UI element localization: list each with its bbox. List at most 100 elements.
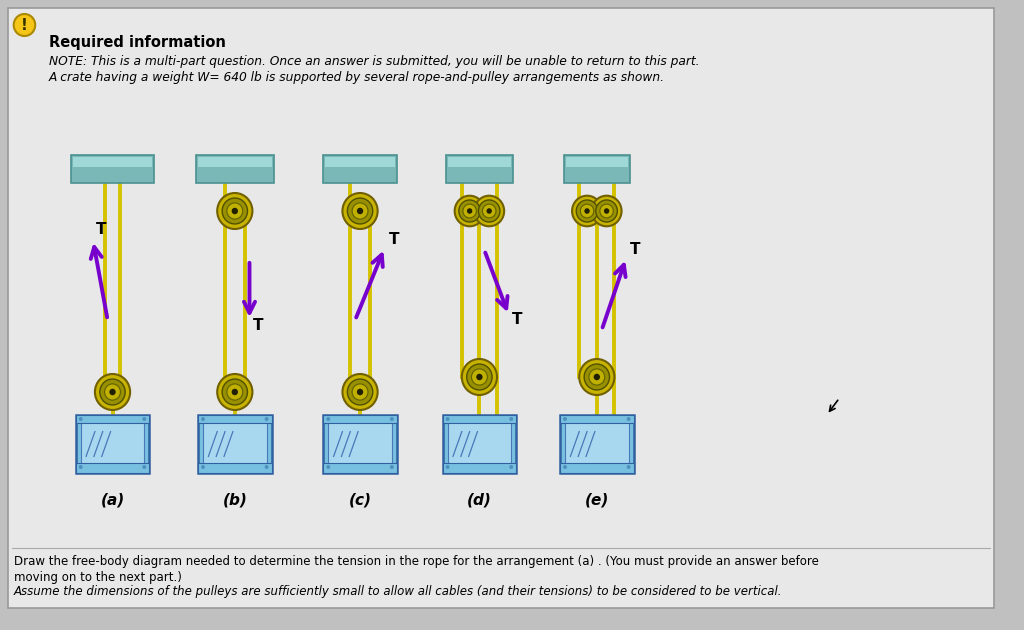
- Bar: [230, 394, 240, 406]
- Circle shape: [596, 200, 617, 222]
- Bar: [198, 157, 272, 167]
- Circle shape: [580, 359, 614, 395]
- Bar: [592, 379, 602, 391]
- Bar: [76, 415, 150, 473]
- Bar: [198, 415, 271, 423]
- Bar: [442, 415, 516, 423]
- Circle shape: [471, 369, 487, 385]
- Circle shape: [445, 417, 450, 421]
- Text: (c): (c): [348, 493, 372, 508]
- Bar: [355, 394, 365, 406]
- Circle shape: [563, 465, 567, 469]
- Circle shape: [327, 465, 330, 469]
- Text: Draw the free-body diagram needed to determine the tension in the rope for the a: Draw the free-body diagram needed to det…: [13, 556, 818, 568]
- Bar: [81, 420, 144, 468]
- Bar: [329, 420, 392, 468]
- Bar: [560, 415, 634, 473]
- Circle shape: [264, 465, 268, 469]
- Circle shape: [474, 196, 504, 226]
- Circle shape: [222, 198, 248, 224]
- Circle shape: [509, 465, 513, 469]
- Circle shape: [600, 204, 613, 218]
- Circle shape: [142, 465, 146, 469]
- Text: NOTE: This is a multi-part question. Once an answer is submitted, you will be un: NOTE: This is a multi-part question. Onc…: [49, 55, 699, 69]
- Circle shape: [110, 389, 116, 395]
- Circle shape: [445, 465, 450, 469]
- Bar: [565, 157, 628, 167]
- Bar: [602, 212, 610, 223]
- Circle shape: [217, 374, 253, 410]
- Circle shape: [482, 204, 496, 218]
- Circle shape: [563, 417, 567, 421]
- Circle shape: [227, 384, 243, 400]
- Circle shape: [347, 379, 373, 405]
- Circle shape: [459, 200, 480, 222]
- Circle shape: [486, 209, 492, 214]
- Bar: [324, 415, 396, 423]
- Bar: [466, 212, 474, 223]
- Circle shape: [79, 417, 83, 421]
- Circle shape: [95, 374, 130, 410]
- Circle shape: [577, 200, 598, 222]
- Circle shape: [509, 417, 513, 421]
- Text: moving on to the next part.): moving on to the next part.): [13, 571, 181, 583]
- Circle shape: [264, 417, 268, 421]
- Circle shape: [357, 208, 364, 214]
- Text: (d): (d): [467, 493, 492, 508]
- Bar: [565, 420, 629, 468]
- Bar: [485, 212, 494, 223]
- Text: Assume the dimensions of the pulleys are sufficiently small to allow all cables : Assume the dimensions of the pulleys are…: [13, 585, 782, 598]
- Bar: [447, 420, 511, 468]
- Circle shape: [594, 374, 600, 381]
- Circle shape: [390, 417, 394, 421]
- Bar: [324, 415, 396, 473]
- Bar: [203, 420, 266, 468]
- Bar: [560, 415, 634, 423]
- Bar: [324, 463, 396, 473]
- Circle shape: [462, 359, 497, 395]
- Circle shape: [231, 389, 238, 395]
- Circle shape: [627, 417, 631, 421]
- Bar: [449, 157, 511, 167]
- Text: !: !: [22, 18, 28, 33]
- Bar: [73, 157, 153, 167]
- Text: T: T: [512, 312, 522, 328]
- Circle shape: [227, 203, 243, 219]
- Text: (b): (b): [222, 493, 247, 508]
- Bar: [196, 155, 274, 183]
- Circle shape: [463, 204, 476, 218]
- Circle shape: [13, 14, 35, 36]
- Bar: [583, 212, 591, 223]
- Circle shape: [217, 193, 253, 229]
- Circle shape: [467, 364, 493, 390]
- Circle shape: [352, 203, 368, 219]
- Bar: [442, 415, 516, 473]
- Circle shape: [357, 389, 364, 395]
- Circle shape: [584, 364, 609, 390]
- Text: T: T: [96, 222, 106, 238]
- Circle shape: [201, 417, 205, 421]
- Circle shape: [592, 196, 622, 226]
- Circle shape: [99, 379, 125, 405]
- Circle shape: [352, 384, 368, 400]
- Circle shape: [104, 384, 121, 400]
- Circle shape: [342, 193, 378, 229]
- Circle shape: [347, 198, 373, 224]
- Text: T: T: [630, 243, 641, 258]
- Circle shape: [627, 465, 631, 469]
- Text: T: T: [253, 318, 263, 333]
- Bar: [442, 463, 516, 473]
- Circle shape: [467, 209, 472, 214]
- Circle shape: [342, 374, 378, 410]
- Text: (e): (e): [585, 493, 609, 508]
- Text: Required information: Required information: [49, 35, 226, 50]
- Circle shape: [455, 196, 484, 226]
- Bar: [76, 415, 150, 423]
- Bar: [324, 155, 396, 183]
- Bar: [108, 394, 118, 406]
- Text: T: T: [388, 232, 399, 248]
- Bar: [474, 379, 484, 391]
- Circle shape: [201, 465, 205, 469]
- Circle shape: [585, 209, 590, 214]
- Bar: [563, 155, 630, 183]
